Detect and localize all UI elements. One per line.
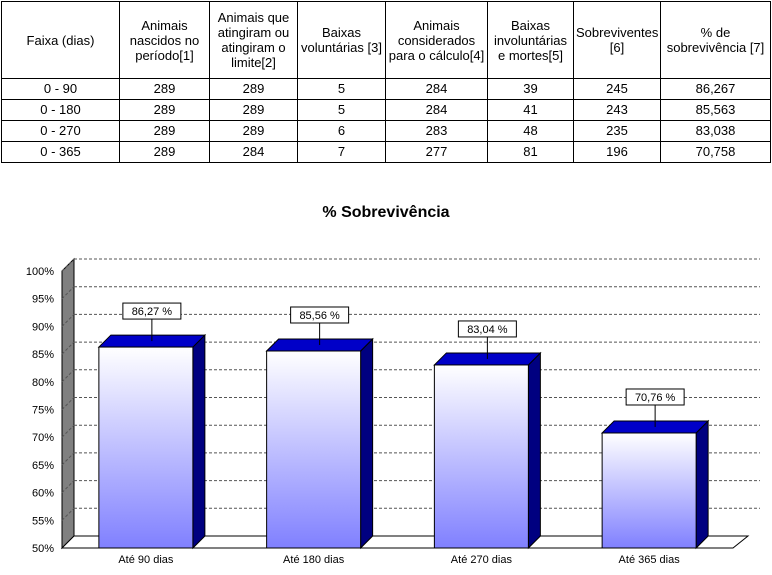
data-label-box <box>457 320 517 338</box>
table-cell: 196 <box>573 141 661 163</box>
table-cell: 39 <box>487 78 574 100</box>
table-cell: 81 <box>487 141 574 163</box>
x-tick-label: Até 180 dias <box>283 554 345 566</box>
table-cell: 0 - 90 <box>1 78 120 100</box>
table-cell: 283 <box>385 120 488 142</box>
y-tick-label: 60% <box>32 488 54 500</box>
table-cell: 5 <box>297 78 386 100</box>
gridline-diagonal <box>61 258 75 272</box>
chart-title: % Sobrevivência <box>322 204 449 221</box>
data-label: 83,04 % <box>467 324 508 336</box>
gridline-diagonal <box>61 507 75 521</box>
table-header-row: Faixa (dias) Animais nascidos no período… <box>1 1 771 79</box>
x-tick-label: Até 90 dias <box>118 554 174 566</box>
bar <box>433 364 529 549</box>
table-cell: 0 - 365 <box>1 141 120 163</box>
bar <box>98 346 194 549</box>
gridline-diagonal <box>61 341 75 355</box>
table-cell: 83,038 <box>660 120 771 142</box>
x-tick-label: Até 270 dias <box>451 554 513 566</box>
header-sobrevivencia: % de sobrevivência [7] <box>660 1 771 79</box>
header-nascidos: Animais nascidos no período[1] <box>119 1 210 79</box>
table-cell: 289 <box>119 120 210 142</box>
x-tick-label: Até 365 dias <box>619 554 681 566</box>
y-tick-label: 65% <box>32 460 54 472</box>
table-cell: 289 <box>209 78 298 100</box>
table-cell: 284 <box>209 141 298 163</box>
table-row: 0 - 180 289 289 5 284 41 243 85,563 <box>1 99 771 121</box>
table-cell: 7 <box>297 141 386 163</box>
table-cell: 289 <box>119 99 210 121</box>
y-tick-label: 55% <box>32 515 54 527</box>
y-tick-label: 70% <box>32 432 54 444</box>
plot-area: 50% 55% 60% 65% 70% 75% 80% 85% 90% 95% 100% 86,27 … <box>26 257 760 566</box>
y-tick-label: 90% <box>32 321 54 333</box>
y-tick-label: 75% <box>32 405 54 417</box>
table-cell: 243 <box>573 99 661 121</box>
table-cell: 245 <box>573 78 661 100</box>
gridline-diagonal <box>61 452 75 466</box>
table-cell: 289 <box>119 78 210 100</box>
table-cell: 86,267 <box>660 78 771 100</box>
bar <box>266 350 362 549</box>
y-tick-label: 50% <box>32 543 54 555</box>
table-cell: 289 <box>209 99 298 121</box>
table-row: 0 - 365 289 284 7 277 81 196 70,758 <box>1 141 771 163</box>
header-faixa: Faixa (dias) <box>1 1 120 79</box>
gridline-diagonal <box>61 397 75 410</box>
y-tick-label: 95% <box>32 294 54 306</box>
data-label: 86,27 % <box>132 306 173 318</box>
header-atingiram: Animais que atingiram ou atingiram o lim… <box>209 1 298 79</box>
table-cell: 6 <box>297 120 386 142</box>
table-cell: 235 <box>573 120 661 142</box>
table-cell: 0 - 270 <box>1 120 120 142</box>
data-label-box <box>122 302 182 320</box>
y-tick-label: 85% <box>32 349 54 361</box>
survival-chart: % Sobrevivência 50% 55% 60% 65% 70% 75% 80% 85%… <box>26 204 760 566</box>
gridline-diagonal <box>61 314 75 327</box>
table-cell: 0 - 180 <box>1 99 120 121</box>
table-cell: 70,758 <box>660 141 771 163</box>
gridline-diagonal <box>61 286 75 300</box>
y-tick-label: 100% <box>26 266 54 278</box>
data-label-box <box>290 306 350 324</box>
table-row: 0 - 270 289 289 6 283 48 235 83,038 <box>1 120 771 142</box>
survival-table: Faixa (dias) Animais nascidos no período… <box>1 1 771 163</box>
data-label: 70,76 % <box>635 392 676 404</box>
bar-side <box>360 337 374 550</box>
data-label: 85,56 % <box>299 310 340 322</box>
table-cell: 48 <box>487 120 574 142</box>
gridline-diagonal <box>61 369 75 383</box>
table-cell: 5 <box>297 99 386 121</box>
data-label-box <box>625 388 685 406</box>
bar-side <box>192 333 206 550</box>
gridline-diagonal <box>61 480 75 493</box>
table-cell: 85,563 <box>660 99 771 121</box>
chart-side-wall <box>61 257 75 550</box>
header-baixas-involuntarias: Baixas involuntárias e mortes[5] <box>487 1 574 79</box>
table-cell: 289 <box>209 120 298 142</box>
header-baixas-voluntarias: Baixas voluntárias [3] <box>297 1 386 79</box>
header-sobreviventes: Sobreviventes [6] <box>573 1 661 79</box>
table-cell: 284 <box>385 78 488 100</box>
table-cell: 277 <box>385 141 488 163</box>
table-cell: 289 <box>119 141 210 163</box>
table-cell: 41 <box>487 99 574 121</box>
bar-side <box>695 419 709 550</box>
bar-side <box>527 351 541 550</box>
gridline-diagonal <box>61 424 75 438</box>
bar <box>601 432 697 549</box>
y-tick-label: 80% <box>32 377 54 389</box>
table-row: 0 - 90 289 289 5 284 39 245 86,267 <box>1 78 771 100</box>
table-cell: 284 <box>385 99 488 121</box>
header-considerados: Animais considerados para o cálculo[4] <box>385 1 488 79</box>
